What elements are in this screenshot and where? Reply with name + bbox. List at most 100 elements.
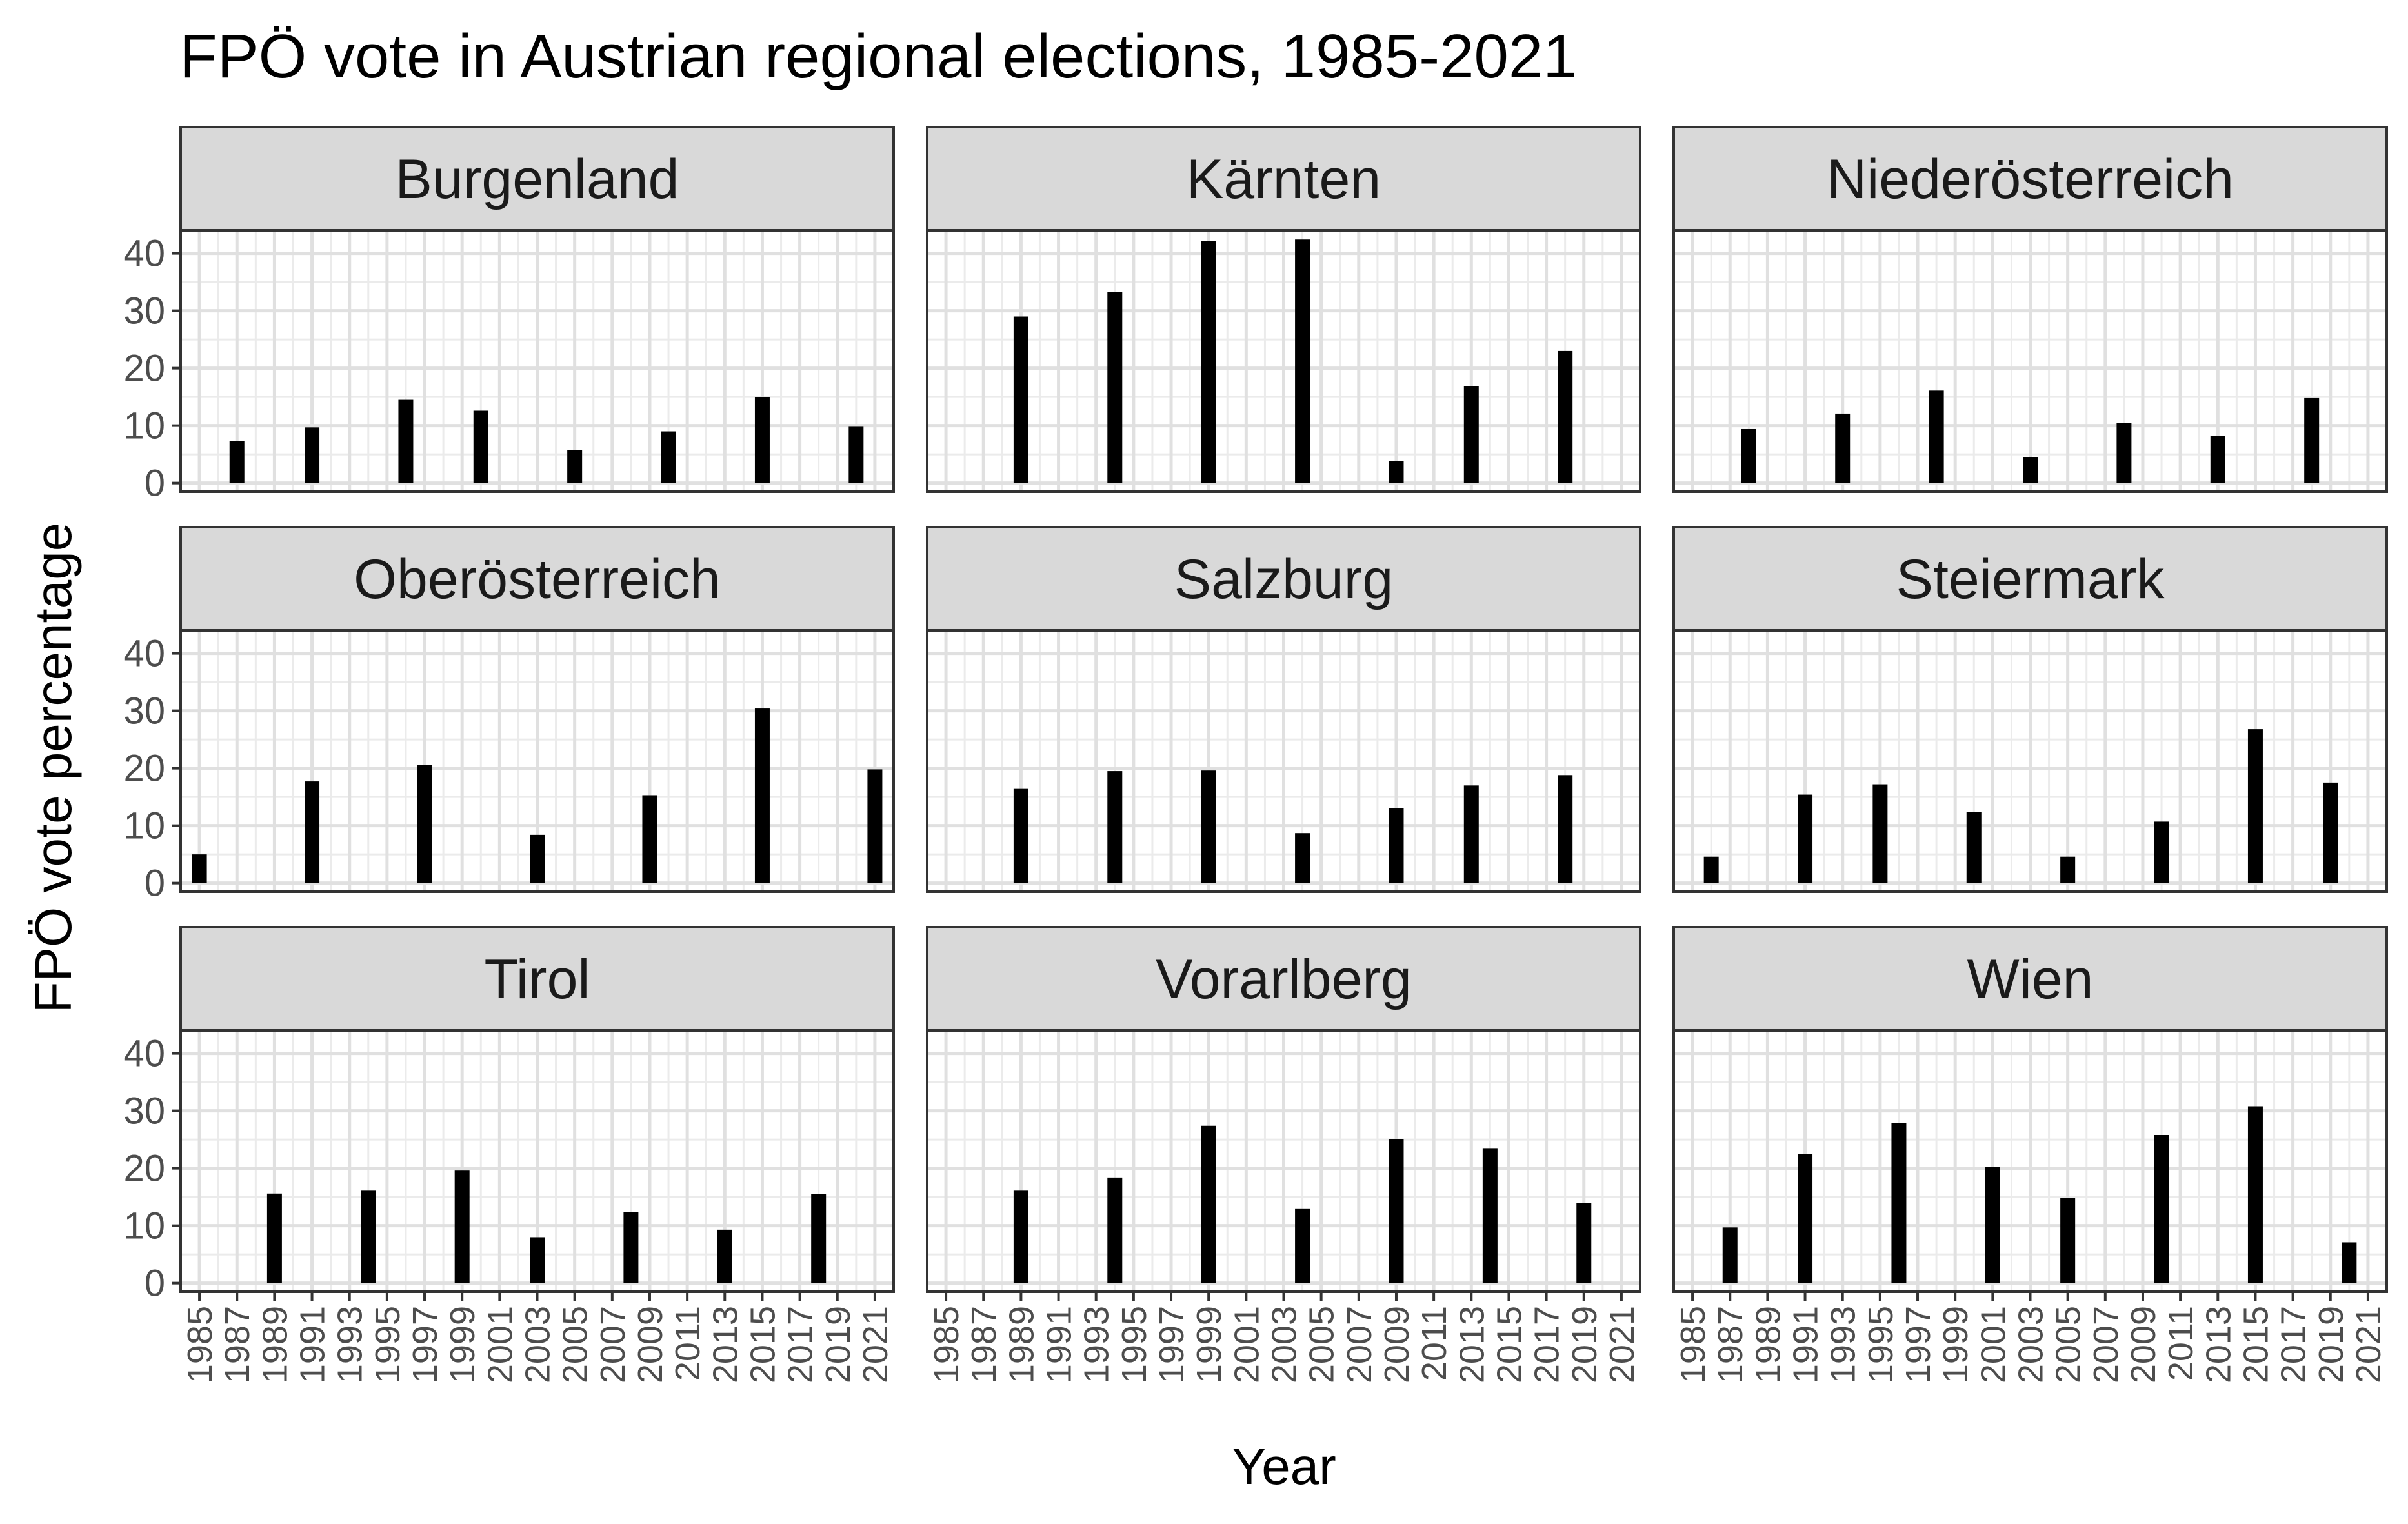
y-tick-label: 0 — [145, 1263, 165, 1305]
bar — [1107, 771, 1123, 883]
x-tick-label: 2011 — [668, 1306, 707, 1381]
bar — [530, 834, 545, 883]
facet-panels: Burgenland 0 10 20 30 40 Kärnten Niederösterrei… — [123, 126, 2388, 1383]
bar — [1798, 1154, 1813, 1283]
x-tick-label: 2013 — [2199, 1306, 2238, 1383]
x-tick-label: 2007 — [1340, 1306, 1379, 1383]
bar — [530, 1237, 545, 1283]
strip-background — [1672, 926, 2388, 1032]
bar — [754, 708, 770, 883]
x-tick-label: 2005 — [556, 1306, 595, 1383]
bar — [2154, 821, 2169, 883]
bar — [1741, 428, 1756, 483]
strip-label: Burgenland — [396, 148, 679, 210]
x-tick-label: 2003 — [2012, 1306, 2051, 1383]
bar — [1295, 833, 1310, 883]
strip-label: Vorarlberg — [1156, 948, 1412, 1010]
bar — [1013, 788, 1028, 883]
x-tick-label: 2019 — [1565, 1306, 1604, 1383]
bar — [1558, 350, 1573, 483]
bar — [1703, 856, 1719, 883]
bar — [848, 426, 864, 483]
bar — [642, 795, 657, 883]
x-tick-label: 1997 — [1152, 1306, 1191, 1383]
x-tick-label: 2015 — [1490, 1306, 1529, 1383]
bar — [2210, 436, 2225, 483]
x-axis-title: Year — [1232, 1438, 1336, 1495]
bar — [1798, 794, 1813, 883]
bar — [305, 427, 320, 483]
bar — [1722, 1227, 1738, 1283]
x-tick-label: 1997 — [406, 1306, 445, 1383]
x-tick-label: 1995 — [1861, 1306, 1900, 1383]
bar — [1966, 812, 1982, 883]
bar — [1985, 1167, 2000, 1283]
y-axis-title: FPÖ vote percentage — [25, 523, 82, 1013]
strip-background — [926, 526, 1641, 632]
bar — [2247, 729, 2263, 883]
x-tick-label: 1985 — [927, 1306, 966, 1383]
panel-tirol: Tirol01020304019851987198919911993199519… — [123, 926, 895, 1383]
bar — [2304, 397, 2320, 483]
x-tick-label: 1993 — [1824, 1306, 1863, 1383]
bar — [2116, 423, 2132, 483]
x-tick-label: 1987 — [218, 1306, 257, 1383]
y-tick-label: 40 — [123, 233, 165, 275]
bar — [661, 431, 676, 483]
x-tick-label: 2017 — [2274, 1306, 2313, 1383]
bar — [1463, 386, 1479, 483]
strip-background — [179, 126, 895, 232]
x-tick-label: 1991 — [1040, 1306, 1079, 1383]
bar — [229, 441, 245, 483]
x-tick-label: 2015 — [743, 1306, 782, 1383]
x-tick-label: 1991 — [294, 1306, 332, 1383]
bar — [754, 397, 770, 483]
strip-label: Steiermark — [1896, 548, 2165, 610]
x-tick-label: 1989 — [1002, 1306, 1041, 1383]
y-tick-label: 0 — [145, 863, 165, 905]
x-tick-label: 1985 — [1674, 1306, 1712, 1383]
panel-burgenland: Burgenland 0 10 20 30 40 — [123, 126, 895, 505]
x-tick-label: 2013 — [1452, 1306, 1491, 1383]
x-tick-label: 2005 — [1303, 1306, 1341, 1383]
strip-background — [926, 926, 1641, 1032]
bar — [454, 1170, 470, 1283]
y-tick-label: 30 — [123, 1090, 165, 1132]
x-tick-label: 2009 — [631, 1306, 670, 1383]
bar — [1389, 808, 1404, 883]
x-tick-label: 2019 — [2312, 1306, 2351, 1383]
x-tick-label: 2017 — [781, 1306, 820, 1383]
panel-kärnten: Kärnten — [926, 126, 1641, 493]
y-tick-label: 30 — [123, 690, 165, 732]
panel-salzburg: Salzburg — [926, 526, 1641, 893]
panel-oberösterreich: Oberösterreich 0 10 20 30 40 — [123, 526, 895, 905]
bar — [305, 781, 320, 883]
bar — [567, 450, 583, 483]
bar — [473, 410, 488, 483]
bar — [2154, 1135, 2169, 1283]
x-tick-label: 1993 — [331, 1306, 370, 1383]
y-tick-label: 10 — [123, 805, 165, 847]
bar — [2060, 1198, 2076, 1283]
bar — [1201, 1125, 1216, 1283]
x-tick-label: 1987 — [1711, 1306, 1750, 1383]
bar — [1013, 316, 1028, 483]
chart-title: FPÖ vote in Austrian regional elections,… — [179, 22, 1578, 91]
strip-background — [1672, 126, 2388, 232]
bar — [1201, 241, 1216, 483]
y-tick-label: 20 — [123, 1148, 165, 1190]
bar — [1463, 785, 1479, 883]
strip-label: Salzburg — [1174, 548, 1393, 610]
bar — [1872, 784, 1888, 883]
x-tick-label: 2005 — [2049, 1306, 2088, 1383]
x-tick-label: 2011 — [1415, 1306, 1454, 1381]
x-tick-label: 2001 — [1227, 1306, 1266, 1383]
x-tick-label: 2015 — [2236, 1306, 2275, 1383]
strip-label: Wien — [1967, 948, 2094, 1010]
bar — [2342, 1242, 2357, 1283]
bar — [1201, 770, 1216, 883]
y-tick-label: 10 — [123, 1205, 165, 1247]
x-tick-label: 2009 — [2124, 1306, 2163, 1383]
x-tick-label: 1991 — [1787, 1306, 1825, 1383]
